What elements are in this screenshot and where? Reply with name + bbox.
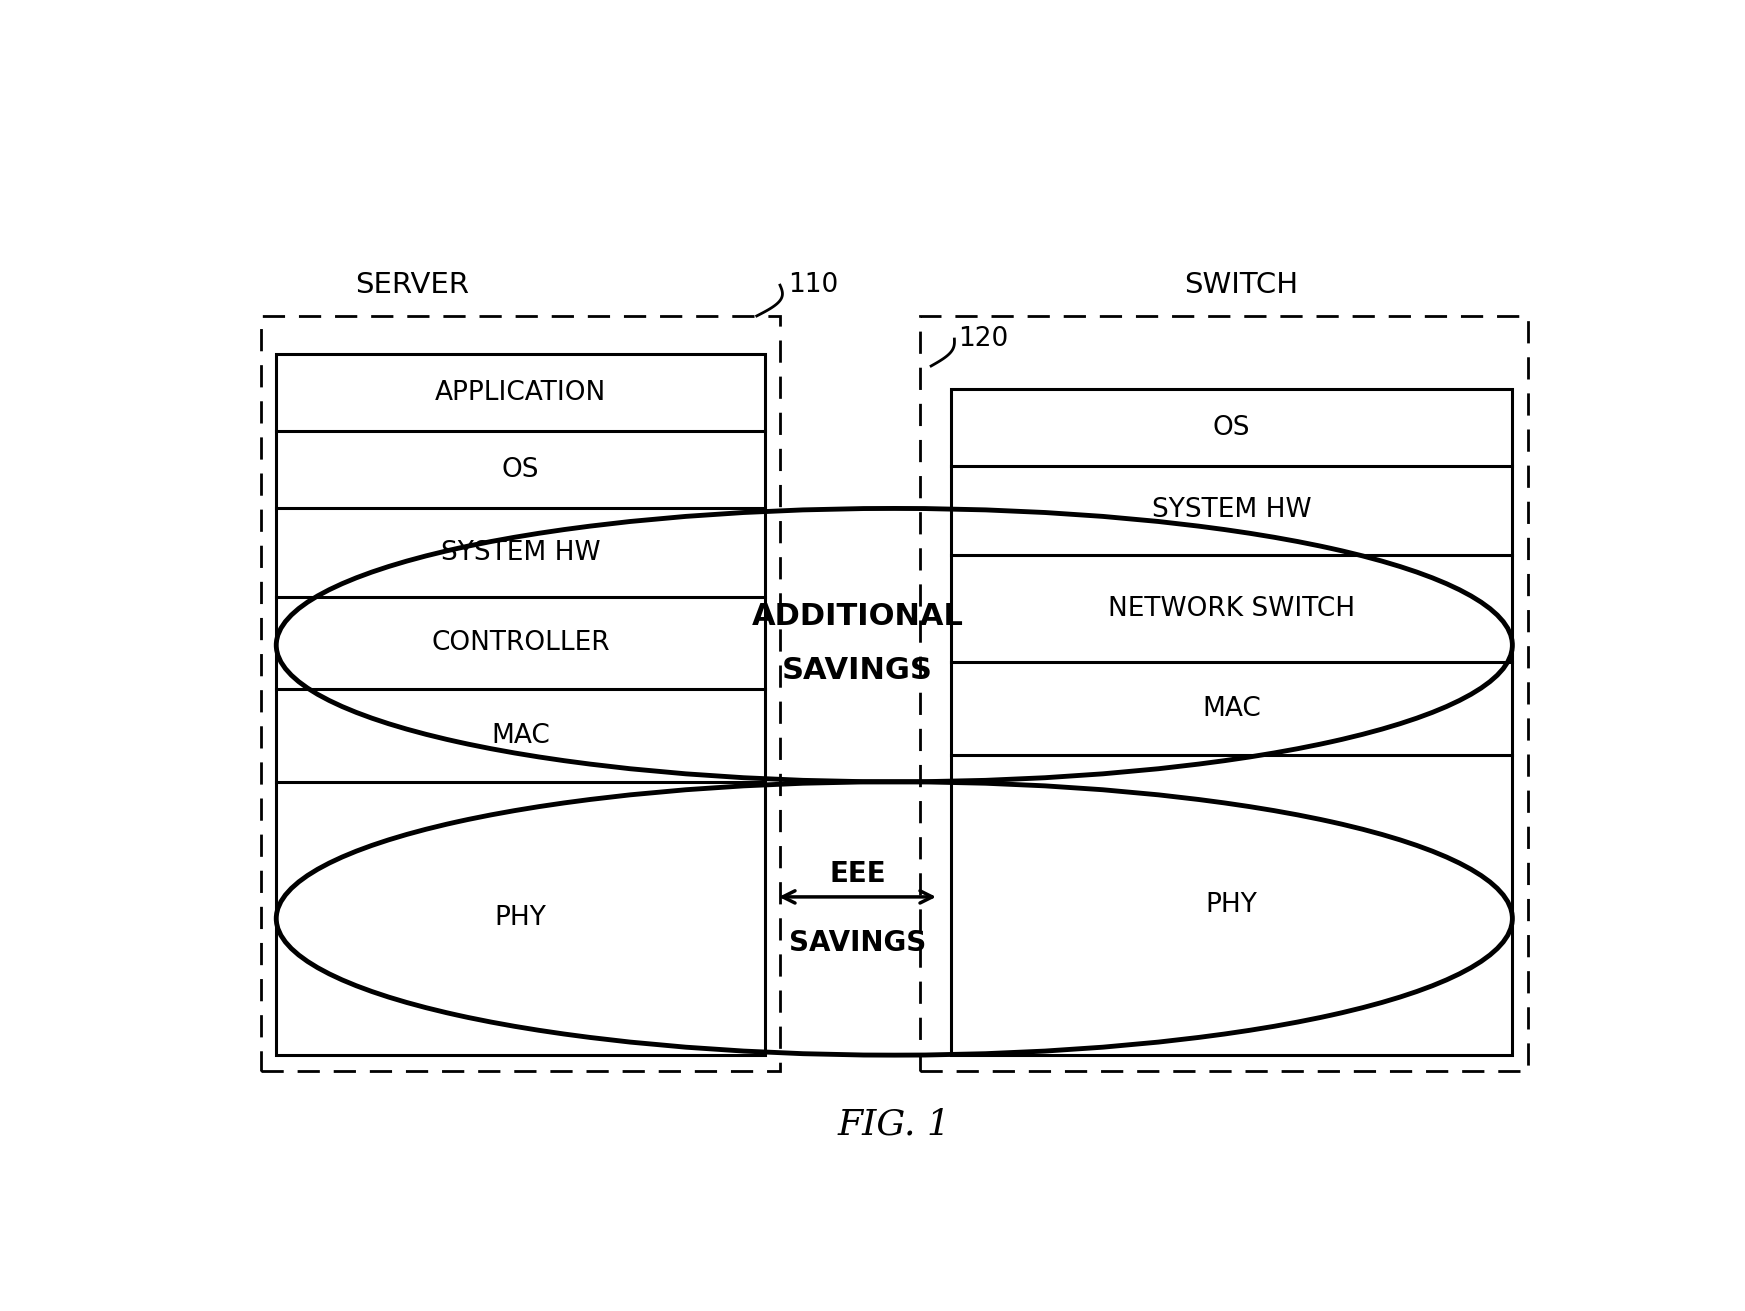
Text: MAC: MAC xyxy=(490,722,550,749)
Text: MAC: MAC xyxy=(1202,696,1262,721)
Text: PHY: PHY xyxy=(494,906,546,931)
Text: SAVINGS: SAVINGS xyxy=(789,929,927,957)
Text: 120: 120 xyxy=(958,326,1009,353)
Text: NETWORK SWITCH: NETWORK SWITCH xyxy=(1108,595,1356,621)
Text: SYSTEM HW: SYSTEM HW xyxy=(1152,497,1310,523)
Text: SYSTEM HW: SYSTEM HW xyxy=(440,540,600,566)
Text: ADDITIONAL: ADDITIONAL xyxy=(752,602,963,631)
Text: CONTROLLER: CONTROLLER xyxy=(431,631,609,657)
Text: APPLICATION: APPLICATION xyxy=(435,380,606,406)
Text: SAVINGS: SAVINGS xyxy=(782,656,934,684)
Text: 110: 110 xyxy=(787,273,838,298)
Text: EEE: EEE xyxy=(829,860,886,888)
Text: OS: OS xyxy=(501,458,539,482)
Text: PHY: PHY xyxy=(1206,891,1258,918)
Text: FIG. 1: FIG. 1 xyxy=(838,1108,951,1142)
Text: SWITCH: SWITCH xyxy=(1185,271,1298,299)
Text: OS: OS xyxy=(1213,414,1249,440)
Text: SERVER: SERVER xyxy=(354,271,469,299)
